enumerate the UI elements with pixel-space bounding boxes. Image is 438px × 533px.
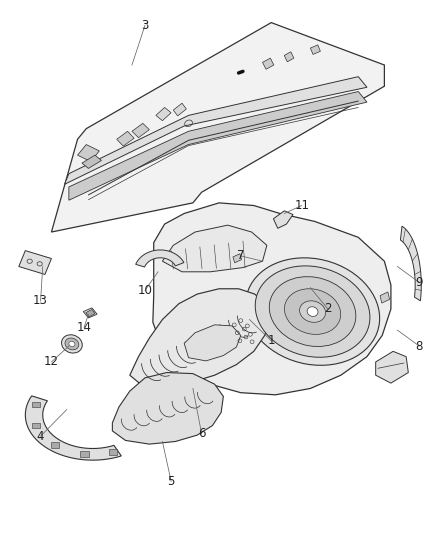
- Text: 6: 6: [198, 427, 205, 440]
- Text: 2: 2: [324, 302, 332, 316]
- Ellipse shape: [245, 258, 380, 365]
- Text: 7: 7: [237, 249, 244, 262]
- Text: 12: 12: [44, 356, 59, 368]
- Ellipse shape: [300, 301, 325, 322]
- Polygon shape: [32, 423, 40, 428]
- Polygon shape: [69, 92, 367, 200]
- Text: 10: 10: [138, 284, 152, 297]
- Polygon shape: [130, 289, 270, 387]
- Ellipse shape: [69, 341, 75, 346]
- Text: 14: 14: [77, 321, 92, 334]
- Polygon shape: [19, 251, 51, 274]
- Polygon shape: [83, 308, 97, 318]
- Text: 5: 5: [167, 475, 175, 488]
- Polygon shape: [32, 402, 40, 407]
- Polygon shape: [113, 373, 223, 444]
- Polygon shape: [156, 108, 171, 120]
- Polygon shape: [80, 451, 89, 457]
- Polygon shape: [153, 203, 391, 395]
- Polygon shape: [51, 22, 385, 232]
- Ellipse shape: [307, 307, 318, 317]
- Polygon shape: [380, 292, 390, 303]
- Polygon shape: [117, 131, 134, 146]
- Text: 4: 4: [37, 430, 44, 443]
- Ellipse shape: [269, 277, 356, 346]
- Polygon shape: [86, 310, 95, 317]
- Ellipse shape: [65, 338, 79, 350]
- Ellipse shape: [255, 266, 370, 357]
- Polygon shape: [82, 155, 102, 168]
- Polygon shape: [136, 250, 184, 267]
- Text: 9: 9: [416, 276, 423, 289]
- Polygon shape: [233, 254, 242, 263]
- Text: 11: 11: [294, 199, 309, 212]
- Polygon shape: [109, 449, 117, 455]
- Ellipse shape: [284, 289, 341, 334]
- Text: 1: 1: [268, 334, 275, 347]
- Polygon shape: [51, 442, 60, 448]
- Ellipse shape: [61, 335, 82, 353]
- Polygon shape: [311, 45, 321, 54]
- Text: 3: 3: [141, 19, 148, 32]
- Polygon shape: [400, 226, 421, 301]
- Text: 13: 13: [33, 294, 48, 308]
- Polygon shape: [162, 225, 267, 272]
- Polygon shape: [284, 52, 294, 62]
- Polygon shape: [184, 325, 241, 361]
- Polygon shape: [173, 103, 186, 116]
- Polygon shape: [262, 58, 274, 69]
- Polygon shape: [273, 211, 293, 228]
- Polygon shape: [64, 77, 367, 184]
- Polygon shape: [376, 351, 408, 383]
- Polygon shape: [132, 123, 149, 138]
- Polygon shape: [25, 396, 121, 460]
- Polygon shape: [78, 144, 99, 161]
- Text: 8: 8: [416, 340, 423, 352]
